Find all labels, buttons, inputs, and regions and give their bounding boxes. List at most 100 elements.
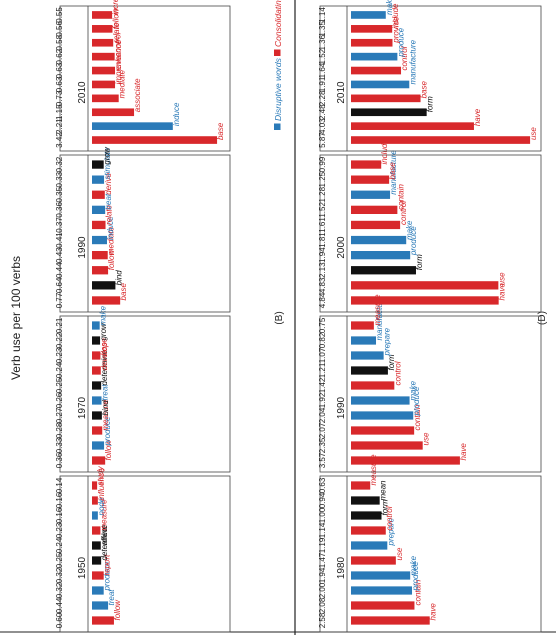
bar-value-label: 2.13 [318,262,327,278]
bar-contain [351,601,415,610]
bar-word-label: influence [97,468,106,501]
panel-label-b: (B) [274,311,285,324]
year-group-2010: 2010 use 5.87 have 4.03 form 2.48 base 2.28 manuf… [318,0,542,152]
bar-value-label: 0.58 [55,34,64,50]
bar-base [351,94,421,103]
bar-value-label: 0.62 [55,48,64,64]
bar-base [92,351,101,360]
year-label: 2010 [336,81,347,104]
year-group-2000: 2000 have 4.84 use 4.83 form 2.13 produce 1.94 ma… [318,139,542,313]
bar-word-label: prepare [386,517,395,546]
bar-relate [92,220,106,230]
legend-swatch-consolidating [274,49,281,56]
year-group-1990: 1990 base 0.77 bind 0.64 follow 0.44 mediate 0.4… [55,146,231,313]
bar-have [351,456,460,465]
bar-have [351,616,430,625]
bar-value-label: 1.42 [318,377,327,393]
bar-value-label: 0.32 [55,156,64,172]
bar-value-label: 0.56 [55,21,64,37]
bar-value-label: 2.08 [318,597,327,613]
bar-prepare [351,541,388,550]
bar-prepare [351,351,384,360]
bar-word-label: produce [409,226,418,256]
bar-value-label: 0.43 [55,247,64,263]
year-group-2010: 2010 base 3.42 induce 2.21 associate 1.15 media… [55,0,231,152]
bar-improve [92,80,116,89]
year-label: 1980 [336,556,347,579]
bar-make [351,396,410,405]
bar-value-label: 3.42 [55,132,64,148]
bar-word-label: form [415,254,424,270]
bar-word-label: affect [100,525,109,545]
bar-value-label: 1.21 [318,362,327,378]
bar-value-label: 1.36 [318,34,327,50]
year-label: 1990 [336,396,347,419]
bar-make [351,571,411,580]
bar-word-label: contain [396,184,405,210]
bar-value-label: 1.52 [318,48,327,64]
bar-value-label: 2.07 [318,422,327,438]
bar-increase [92,11,113,19]
year-label: 2010 [77,81,88,104]
year-label: 2000 [336,236,347,259]
bar-follow [92,456,106,465]
bar-value-label: 1.28 [318,186,327,202]
bar-word-label: have [429,603,438,621]
bar-word-label: determine [100,349,109,385]
legend-label-consolidating: Consolidating words [273,0,283,47]
group-frame [319,154,542,313]
bar-determine [92,556,102,565]
bar-value-label: 0.16 [55,507,64,523]
bar-word-label: induce [172,102,181,126]
bar-value-label: 0.14 [55,477,64,493]
bar-word-label: bind [101,400,110,416]
bar-word-label: bind [114,270,123,286]
bar-form [351,266,416,275]
bar-affect [92,541,101,550]
bar-word-label: induce [106,216,115,240]
group-frame [59,5,231,152]
bar-value-label: 1.15 [55,104,64,120]
chart-panel-b: 1950 follow 0.60 treat 0.44 produce 0.32 report… [55,0,231,633]
bar-manufacture [351,190,391,199]
bar-value-label: 1.14 [318,522,327,538]
bar-treat [92,396,102,405]
bar-use [351,556,396,565]
bar-word-label: prepare [383,327,392,356]
bar-value-label: 0.94 [318,492,327,508]
bar-word-label: make [405,220,414,240]
bar-value-label: 1.00 [318,507,327,523]
bar-value-label: 2.21 [55,118,64,134]
bar-word-label: increase [111,0,120,15]
year-label: 1990 [77,236,88,259]
bar-value-label: 0.63 [55,62,64,78]
bar-word-label: derive [104,172,113,194]
bar-word-label: make [409,380,418,400]
bar-report [92,571,104,580]
bar-value-label: 0.82 [318,332,327,348]
bar-value-label: 1.19 [318,537,327,553]
bar-value-label: 0.99 [318,156,327,172]
bar-value-label: 1.91 [318,76,327,92]
bar-word-label: follow [111,7,120,29]
bar-make [351,235,407,245]
bar-induce [92,235,107,245]
bar-word-label: produce [396,27,405,57]
bar-develop [92,366,101,375]
bar-word-label: control [399,201,408,225]
bar-value-label: 2.35 [318,437,327,453]
bar-contain [351,205,398,215]
bar-measure [351,481,371,490]
bar-word-label: contain [413,579,422,605]
bar-have [351,122,474,130]
bar-word-label: use [529,127,538,140]
bar-value-label: 0.32 [55,582,64,598]
bar-include [351,25,393,33]
bar-provide [351,38,393,47]
bar-measure [351,321,374,330]
bar-value-label: 0.37 [55,217,64,233]
bar-control [351,220,401,230]
bar-word-label: relate [112,22,121,43]
bar-produce [351,586,413,595]
